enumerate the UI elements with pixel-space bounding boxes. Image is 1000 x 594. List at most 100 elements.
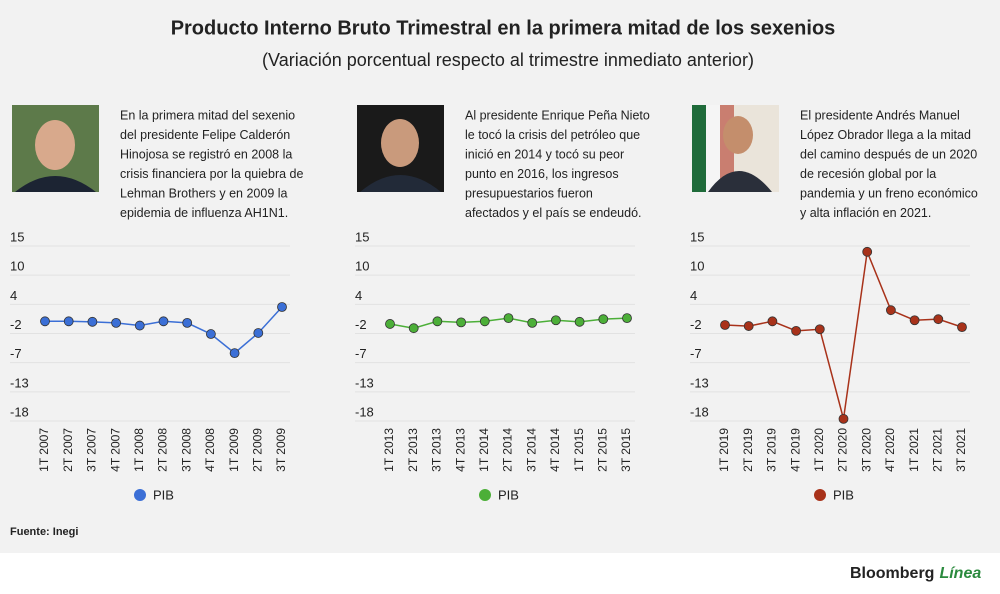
y-tick-label: 4 — [355, 288, 362, 303]
x-tick-label: 1T 2019 — [717, 428, 731, 472]
description-line: López Obrador llega a la mitad — [800, 128, 971, 142]
x-tick-label: 1T 2014 — [477, 428, 491, 472]
x-tick-label: 2T 2014 — [501, 428, 515, 472]
legend-marker — [134, 489, 146, 501]
description-line: inició en 2014 y tocó su peor — [465, 147, 624, 161]
brand-main: Bloomberg — [850, 565, 934, 582]
x-tick-label: 4T 2008 — [203, 428, 217, 472]
title: Producto Interno Bruto Trimestral en la … — [171, 17, 836, 39]
x-tick-label: 4T 2013 — [453, 428, 467, 472]
data-point — [432, 316, 443, 327]
data-point — [909, 315, 920, 326]
photo — [692, 105, 779, 192]
brand: Bloomberg Línea — [850, 565, 981, 582]
data-point — [862, 246, 873, 257]
data-point — [385, 319, 395, 329]
subtitle: (Variación porcentual respecto al trimes… — [262, 50, 754, 70]
x-tick-label: 2T 2020 — [836, 428, 850, 472]
photo — [357, 105, 444, 192]
data-point — [838, 413, 849, 424]
data-point — [886, 305, 896, 316]
x-tick-label: 3T 2014 — [524, 428, 538, 472]
x-tick-label: 4T 2014 — [548, 428, 562, 472]
legend-label: PIB — [498, 487, 519, 502]
description-line: presupuestarios fueron — [465, 186, 593, 200]
x-tick-label: 3T 2019 — [765, 428, 779, 472]
description-line: del camino después de un 2020 — [800, 147, 977, 161]
description-line: pandemia y un freno económico — [800, 186, 978, 200]
legend-label: PIB — [153, 487, 174, 502]
x-tick-label: 3T 2009 — [274, 428, 288, 472]
data-point — [277, 302, 287, 312]
y-tick-label: -18 — [690, 404, 709, 419]
footer-band — [0, 553, 1000, 594]
data-point — [743, 321, 754, 331]
y-tick-label: 15 — [355, 229, 369, 244]
x-tick-label: 4T 2007 — [108, 428, 122, 472]
y-tick-label: -7 — [10, 346, 22, 361]
data-point — [814, 324, 825, 335]
data-point — [456, 317, 467, 328]
data-point — [40, 316, 50, 327]
legend-marker — [479, 489, 491, 501]
x-tick-label: 3T 2013 — [430, 428, 444, 472]
data-point — [182, 317, 193, 328]
x-tick-label: 2T 2019 — [741, 428, 755, 472]
data-point — [87, 316, 98, 327]
x-tick-label: 1T 2021 — [907, 428, 921, 472]
y-tick-label: -2 — [355, 317, 367, 332]
data-point — [63, 316, 74, 327]
data-point — [479, 316, 490, 327]
x-tick-label: 2T 2007 — [61, 428, 75, 472]
x-tick-label: 1T 2013 — [382, 428, 396, 472]
description-line: epidemia de influenza AH1N1. — [120, 206, 288, 220]
y-tick-label: -7 — [355, 346, 367, 361]
description-line: Lehman Brothers y en 2009 la — [120, 186, 288, 200]
y-tick-label: -18 — [355, 404, 374, 419]
data-point — [933, 314, 944, 325]
y-tick-label: -13 — [355, 375, 374, 390]
description-line: y alta inflación en 2021. — [800, 206, 931, 220]
description-line: En la primera mitad del sexenio — [120, 108, 295, 122]
description-line: de recesión global por la — [800, 167, 936, 181]
data-point — [622, 313, 632, 324]
x-tick-label: 1T 2007 — [37, 428, 51, 472]
legend-label: PIB — [833, 487, 854, 502]
x-tick-label: 1T 2015 — [572, 428, 586, 472]
background — [0, 0, 1000, 553]
y-tick-label: 10 — [690, 259, 704, 274]
y-tick-label: 4 — [690, 288, 697, 303]
y-tick-label: 10 — [355, 259, 369, 274]
data-point — [574, 316, 585, 327]
x-tick-label: 3T 2007 — [85, 428, 99, 472]
y-tick-label: 15 — [10, 229, 24, 244]
data-point — [158, 316, 169, 327]
brand-sub: Línea — [939, 565, 981, 582]
x-tick-label: 2T 2015 — [595, 428, 609, 472]
data-point — [791, 325, 801, 336]
y-tick-label: -18 — [10, 404, 29, 419]
data-point — [598, 314, 609, 325]
data-point — [720, 320, 730, 330]
data-point — [527, 317, 538, 328]
data-point — [205, 329, 216, 339]
data-point — [503, 313, 514, 324]
x-tick-label: 1T 2008 — [132, 428, 146, 472]
description-line: del presidente Felipe Calderón — [120, 128, 290, 142]
y-tick-label: -7 — [690, 346, 702, 361]
description-line: le tocó la crisis del petróleo que — [465, 128, 640, 142]
x-tick-label: 3T 2015 — [619, 428, 633, 472]
x-tick-label: 1T 2009 — [227, 428, 241, 472]
x-tick-label: 3T 2008 — [179, 428, 193, 472]
y-tick-label: -2 — [10, 317, 22, 332]
x-tick-label: 1T 2020 — [812, 428, 826, 472]
data-point — [134, 320, 145, 331]
description-line: Al presidente Enrique Peña Nieto — [465, 108, 650, 122]
legend-marker — [814, 489, 826, 501]
x-tick-label: 4T 2019 — [788, 428, 802, 472]
data-point — [229, 348, 240, 359]
y-tick-label: -13 — [10, 375, 29, 390]
data-point — [253, 328, 264, 338]
data-point — [408, 323, 419, 334]
